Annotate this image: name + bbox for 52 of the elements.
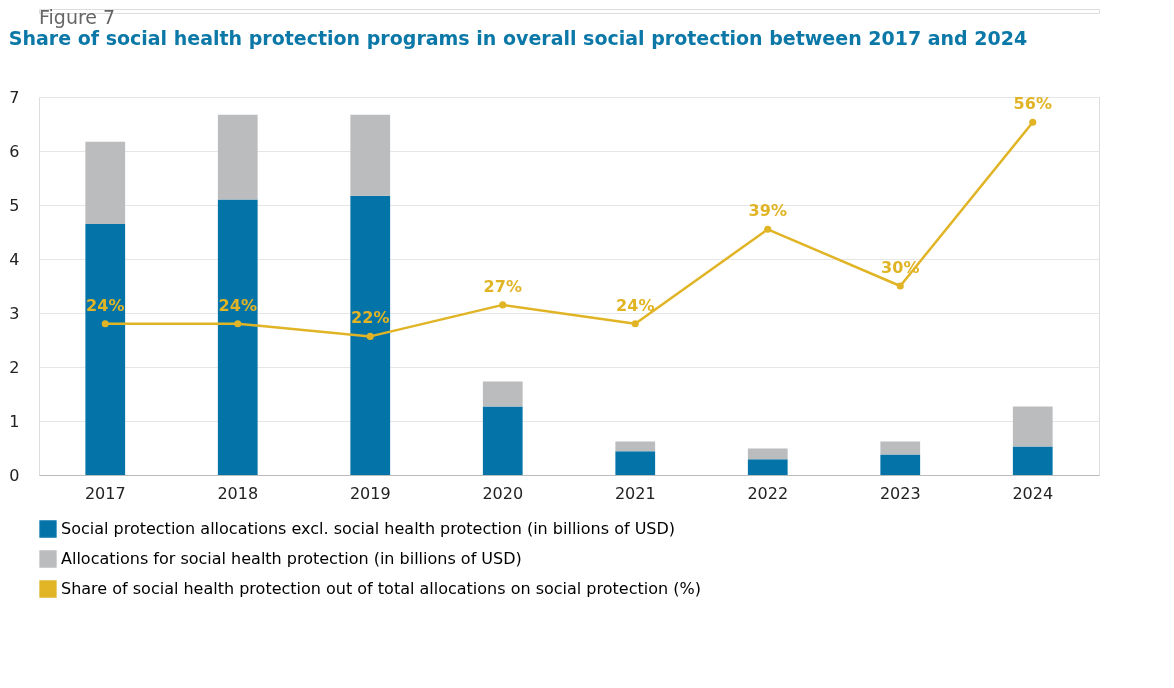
data-label: 27%: [483, 276, 522, 296]
bar: [880, 441, 921, 455]
data-label: 24%: [616, 295, 655, 315]
bar: [350, 195, 391, 475]
point: [1029, 118, 1037, 126]
bar: [350, 114, 391, 196]
x-tick-label: 2021: [614, 483, 656, 503]
chart-title: Figure 7: [39, 6, 116, 28]
y-tick-label: 7: [9, 87, 20, 107]
bar: [217, 199, 258, 475]
point: [101, 320, 109, 328]
bar: [615, 451, 656, 475]
point: [366, 332, 374, 340]
y-tick-label: 2: [9, 357, 20, 377]
legend-label: Share of social health protection out of total allocations on social protection (%): [61, 579, 701, 598]
point: [764, 225, 772, 233]
x-tick-label: 2022: [747, 483, 789, 503]
y-tick-label: 1: [9, 411, 20, 431]
y-tick-label: 0: [9, 465, 20, 485]
data-label: 24%: [218, 295, 257, 315]
x-tick-label: 2024: [1012, 483, 1054, 503]
x-tick-label: 2023: [879, 483, 921, 503]
bar: [85, 223, 126, 475]
bar: [1012, 406, 1053, 447]
y-tick-label: 4: [9, 249, 20, 269]
bar: [482, 406, 523, 475]
bar: [217, 114, 258, 200]
bar: [747, 459, 788, 475]
legend-label: Social protection allocations excl. social health protection (in billions of USD): [61, 519, 676, 538]
bar: [1012, 446, 1053, 475]
bar: [615, 441, 656, 452]
point: [631, 320, 639, 328]
x-tick-label: 2020: [482, 483, 524, 503]
bar: [747, 448, 788, 460]
y-tick-label: 6: [9, 141, 20, 161]
bar: [85, 141, 126, 224]
data-label: 24%: [86, 295, 125, 315]
bar: [880, 454, 921, 475]
point: [896, 282, 904, 290]
bar: [482, 381, 523, 407]
point: [234, 320, 242, 328]
legend-label: Allocations for social health protection (in billions of USD): [61, 549, 522, 568]
data-label: 39%: [748, 201, 787, 221]
y-tick-label: 3: [9, 303, 20, 323]
chart-subtitle: Share of social health protection programs in overall social protection between 2017 and 2024: [8, 27, 1028, 49]
point: [499, 301, 507, 309]
data-label: 56%: [1013, 94, 1052, 114]
data-label: 22%: [351, 308, 390, 328]
y-tick-label: 5: [9, 195, 20, 215]
x-tick-label: 2019: [349, 483, 391, 503]
x-tick-label: 2018: [217, 483, 259, 503]
x-tick-label: 2017: [84, 483, 126, 503]
